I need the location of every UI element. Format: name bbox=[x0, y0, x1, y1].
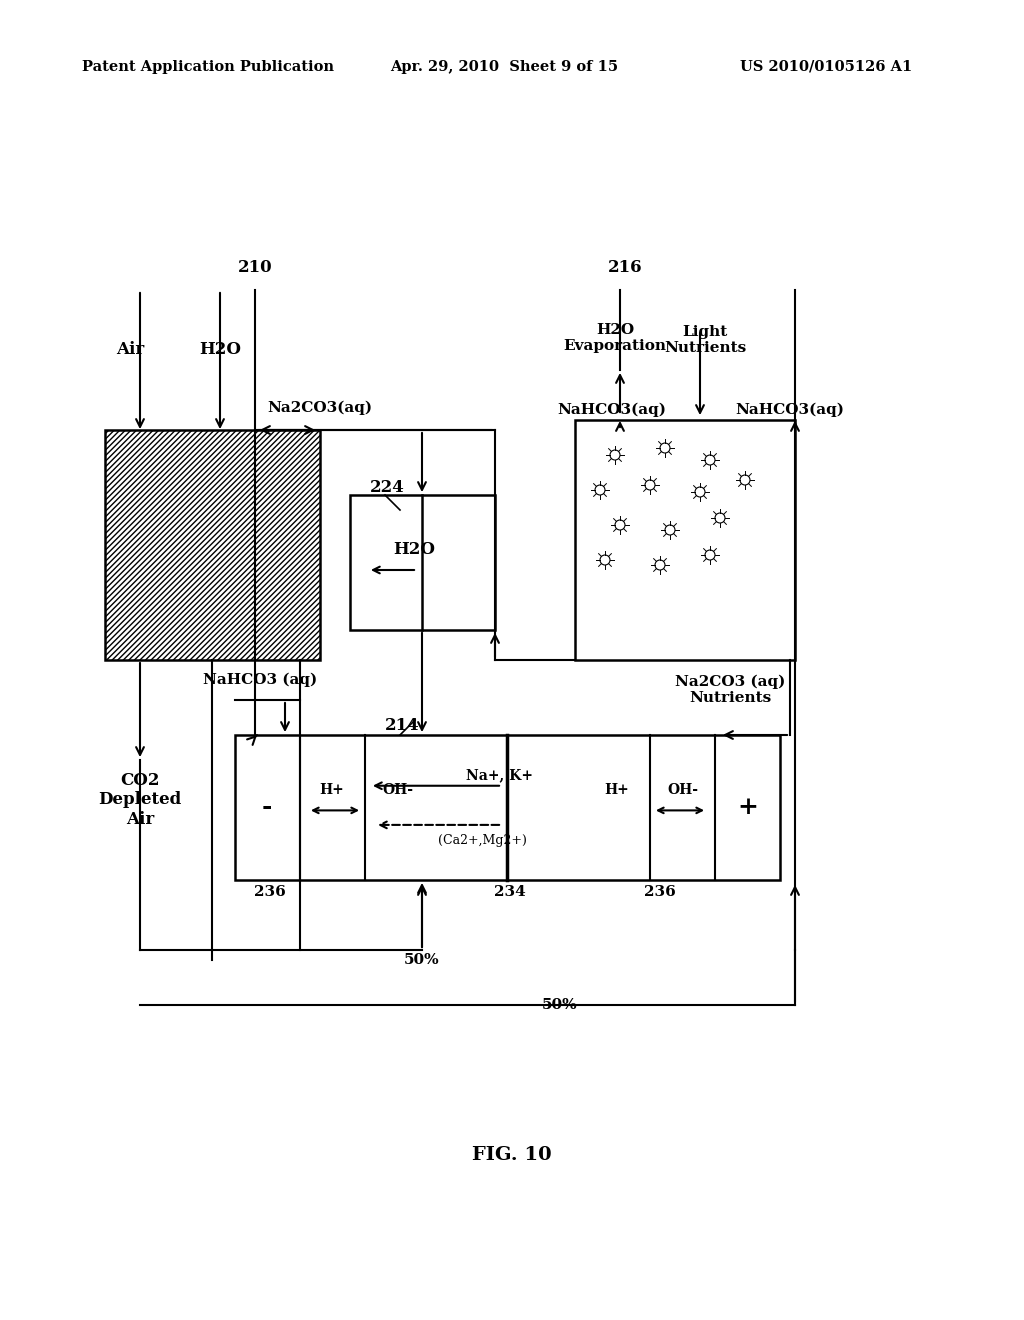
Text: Na+, K+: Na+, K+ bbox=[466, 768, 532, 783]
Text: 216: 216 bbox=[607, 260, 642, 276]
Text: 236: 236 bbox=[644, 884, 676, 899]
Text: 50%: 50% bbox=[404, 953, 440, 968]
Text: FIG. 10: FIG. 10 bbox=[472, 1146, 552, 1164]
Text: -: - bbox=[262, 795, 272, 818]
Text: Patent Application Publication: Patent Application Publication bbox=[82, 59, 334, 74]
Text: Light
Nutrients: Light Nutrients bbox=[664, 325, 746, 355]
Bar bbox=[575, 420, 795, 660]
Text: 224: 224 bbox=[370, 479, 404, 495]
Text: H2O
Evaporation: H2O Evaporation bbox=[563, 323, 667, 354]
Text: H+: H+ bbox=[319, 783, 344, 797]
Text: Apr. 29, 2010  Sheet 9 of 15: Apr. 29, 2010 Sheet 9 of 15 bbox=[390, 59, 618, 74]
Text: H2O: H2O bbox=[393, 541, 435, 558]
Text: OH-: OH- bbox=[383, 783, 414, 797]
Text: +: + bbox=[737, 795, 759, 818]
Text: (Ca2+,Mg2+): (Ca2+,Mg2+) bbox=[437, 834, 526, 847]
Text: H2O: H2O bbox=[199, 342, 241, 359]
Text: 210: 210 bbox=[238, 260, 272, 276]
Text: 234: 234 bbox=[495, 884, 526, 899]
Bar bbox=[234, 735, 780, 880]
Text: 214: 214 bbox=[385, 717, 420, 734]
Text: NaHCO3 (aq): NaHCO3 (aq) bbox=[203, 673, 317, 688]
Text: OH-: OH- bbox=[668, 783, 698, 797]
Text: Air: Air bbox=[116, 342, 144, 359]
Text: 50%: 50% bbox=[542, 998, 578, 1012]
Text: CO2
Depleted
Air: CO2 Depleted Air bbox=[98, 772, 181, 828]
Text: US 2010/0105126 A1: US 2010/0105126 A1 bbox=[740, 59, 912, 74]
Text: NaHCO3(aq): NaHCO3(aq) bbox=[557, 403, 667, 417]
Text: 236: 236 bbox=[254, 884, 286, 899]
Text: Na2CO3 (aq)
Nutrients: Na2CO3 (aq) Nutrients bbox=[675, 675, 785, 705]
Text: Na2CO3(aq): Na2CO3(aq) bbox=[267, 401, 373, 416]
Bar bbox=[105, 430, 319, 660]
Text: NaHCO3(aq): NaHCO3(aq) bbox=[735, 403, 845, 417]
Bar bbox=[350, 495, 495, 630]
Text: H+: H+ bbox=[604, 783, 630, 797]
